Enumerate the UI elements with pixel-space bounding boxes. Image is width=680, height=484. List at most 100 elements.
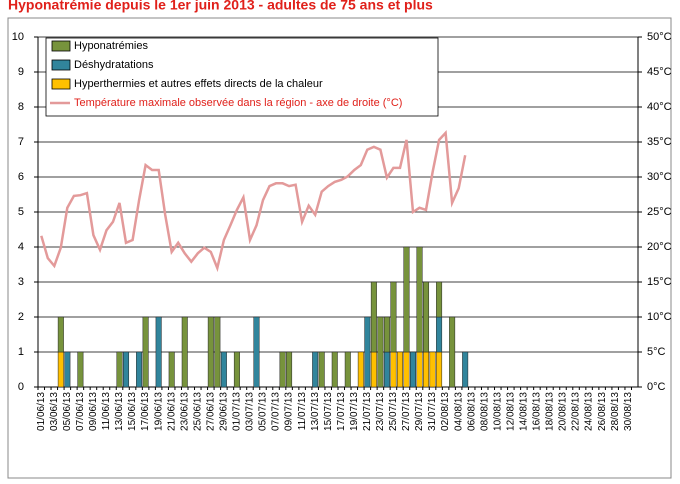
- x-tick-label: 23/06/13: [179, 392, 190, 431]
- bar: [57, 351, 64, 388]
- y-tick-label: 3: [18, 276, 24, 288]
- x-tick-label: 12/08/13: [505, 392, 516, 431]
- bar: [64, 351, 71, 388]
- bar: [396, 351, 403, 388]
- x-tick-label: 11/07/13: [297, 392, 308, 431]
- bar: [436, 351, 443, 388]
- bar: [390, 281, 397, 353]
- x-tick-label: 04/08/13: [453, 392, 464, 431]
- y-tick-label: 8: [18, 101, 24, 113]
- x-tick-label: 29/07/13: [414, 392, 425, 431]
- y2-tick-label: 50°C: [647, 31, 672, 43]
- bar: [403, 351, 410, 388]
- y2-tick-label: 15°C: [647, 276, 672, 288]
- bar: [214, 316, 221, 388]
- bar: [253, 316, 260, 388]
- bar: [233, 351, 240, 388]
- y-tick-label: 0: [18, 381, 24, 393]
- bar: [286, 351, 293, 388]
- bar: [181, 316, 188, 388]
- y-tick-label: 9: [18, 66, 24, 78]
- bar: [429, 351, 436, 388]
- y2-tick-label: 30°C: [647, 171, 672, 183]
- y-tick-label: 1: [18, 346, 24, 358]
- x-tick-label: 25/06/13: [192, 392, 203, 431]
- y2-tick-label: 10°C: [647, 311, 672, 323]
- x-tick-label: 25/07/13: [388, 392, 399, 431]
- x-tick-label: 01/07/13: [232, 392, 243, 431]
- x-tick-label: 09/07/13: [284, 392, 295, 431]
- x-tick-label: 05/06/13: [62, 392, 73, 431]
- bar: [436, 281, 443, 318]
- y-tick-label: 6: [18, 171, 24, 183]
- bar: [423, 351, 430, 388]
- x-tick-label: 17/06/13: [140, 392, 151, 431]
- bar: [403, 246, 410, 353]
- x-tick-label: 09/06/13: [88, 392, 99, 431]
- bar: [220, 351, 227, 388]
- x-tick-label: 13/07/13: [310, 392, 321, 431]
- x-tick-label: 23/07/13: [375, 392, 386, 431]
- bar: [136, 351, 143, 388]
- y2-tick-label: 0°C: [647, 381, 666, 393]
- bar: [207, 316, 214, 388]
- bar: [416, 246, 423, 353]
- bar: [449, 316, 456, 388]
- bar: [116, 351, 123, 388]
- y-tick-label: 2: [18, 311, 24, 323]
- bar: [416, 351, 423, 388]
- y-tick-label: 4: [18, 241, 24, 253]
- x-tick-label: 15/07/13: [323, 392, 334, 431]
- x-tick-label: 18/08/13: [545, 392, 556, 431]
- legend-label: Déshydratations: [74, 59, 154, 71]
- legend-label: Hyperthermies et autres effets directs d…: [74, 78, 323, 90]
- bar: [77, 351, 84, 388]
- legend-label: Hyponatrémies: [74, 40, 148, 52]
- y2-tick-label: 25°C: [647, 206, 672, 218]
- x-tick-label: 19/06/13: [153, 392, 164, 431]
- legend-label: Température maximale observée dans la ré…: [74, 97, 402, 109]
- y2-tick-label: 35°C: [647, 136, 672, 148]
- x-tick-label: 06/08/13: [466, 392, 477, 431]
- bar: [410, 351, 416, 388]
- x-tick-label: 27/07/13: [401, 392, 412, 431]
- bar: [155, 316, 162, 388]
- bar: [436, 316, 443, 353]
- x-tick-label: 20/08/13: [558, 392, 569, 431]
- bar: [57, 316, 64, 353]
- temperature-line: [40, 130, 467, 273]
- x-tick-label: 16/08/13: [532, 392, 543, 431]
- x-tick-label: 07/07/13: [271, 392, 282, 431]
- x-tick-label: 05/07/13: [258, 392, 269, 431]
- x-tick-label: 19/07/13: [349, 392, 360, 431]
- y2-tick-label: 45°C: [647, 66, 672, 78]
- legend-box: [45, 37, 439, 117]
- bar: [390, 351, 397, 388]
- y-tick-label: 5: [18, 206, 24, 218]
- bar: [142, 316, 149, 388]
- bar: [383, 351, 390, 388]
- x-tick-label: 03/06/13: [49, 392, 60, 431]
- x-tick-label: 29/06/13: [219, 392, 230, 431]
- x-tick-label: 15/06/13: [127, 392, 138, 431]
- bar: [279, 351, 286, 388]
- x-tick-label: 02/08/13: [440, 392, 451, 431]
- x-tick-label: 26/08/13: [597, 392, 608, 431]
- bar: [344, 351, 351, 388]
- x-tick-label: 07/06/13: [75, 392, 86, 431]
- x-tick-label: 03/07/13: [245, 392, 256, 431]
- x-tick-label: 30/08/13: [623, 392, 634, 431]
- x-tick-label: 17/07/13: [336, 392, 347, 431]
- x-tick-label: 13/06/13: [114, 392, 125, 431]
- x-tick-label: 31/07/13: [427, 392, 438, 431]
- y2-tick-label: 20°C: [647, 241, 672, 253]
- bar: [357, 351, 364, 388]
- bar: [123, 351, 130, 388]
- bar: [370, 351, 377, 388]
- bar: [168, 351, 175, 388]
- bar: [364, 316, 371, 388]
- x-tick-label: 10/08/13: [492, 392, 503, 431]
- x-tick-label: 24/08/13: [584, 392, 595, 431]
- chart-title: Hyponatrémie depuis le 1er juin 2013 - a…: [8, 0, 433, 13]
